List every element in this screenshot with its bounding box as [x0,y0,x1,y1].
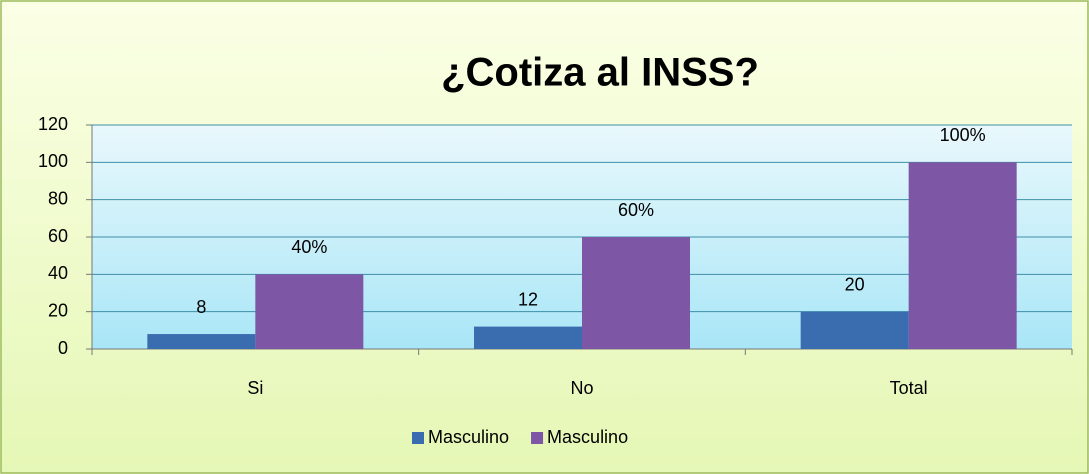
y-tick-label: 20 [48,300,68,320]
x-tick-label: Total [890,378,928,398]
legend-label: Masculino [547,427,628,447]
legend-swatch [531,432,544,444]
legend-swatch [412,432,424,444]
y-tick-label: 60 [48,226,68,246]
legend-label: Masculino [428,427,509,447]
y-tick-label: 100 [38,151,68,171]
y-tick-label: 40 [48,263,68,283]
bar [474,326,582,349]
x-tick-label: No [570,378,593,398]
bar [582,237,690,349]
y-tick-label: 0 [58,338,68,358]
data-label: 100% [940,125,986,145]
data-label: 20 [845,274,865,294]
data-label: 12 [518,289,538,309]
x-tick-label: Si [247,378,263,398]
chart-title: ¿Cotiza al INSS? [441,51,759,95]
bar [908,162,1017,349]
bar [147,334,256,349]
bar [800,311,909,349]
data-label: 60% [618,200,654,220]
data-label: 40% [291,237,327,257]
bar [255,274,364,349]
y-tick-label: 120 [38,114,68,134]
y-tick-label: 80 [48,188,68,208]
data-label: 8 [196,297,206,317]
